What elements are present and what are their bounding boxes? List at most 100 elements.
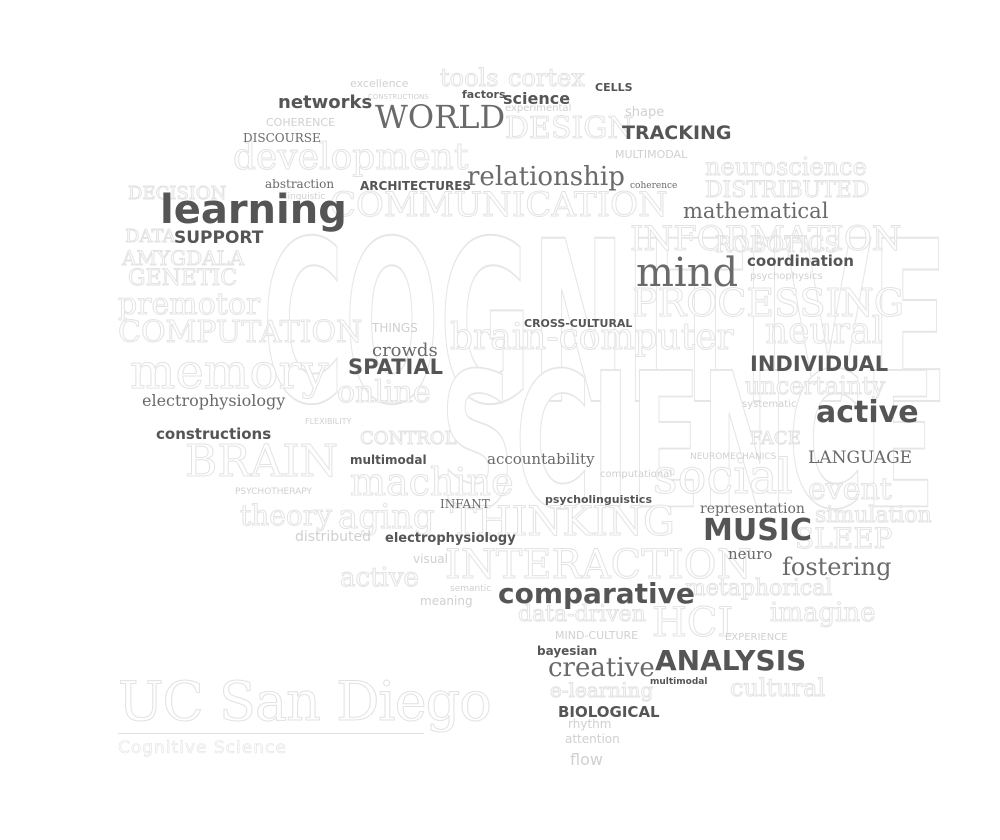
word-coherence: coherence xyxy=(630,181,678,191)
word-visual: visual xyxy=(413,552,448,566)
word-electrophysiology: electrophysiology xyxy=(142,391,286,410)
word-thinking: THINKING xyxy=(450,499,676,545)
word-design: DESIGN xyxy=(505,111,635,146)
word-robotics: ROBOTICS xyxy=(714,233,840,258)
word-multimodal: multimodal xyxy=(650,677,708,687)
word-fostering: fostering xyxy=(782,553,892,581)
word-representation: representation xyxy=(700,501,805,517)
word-genetic: GENETIC xyxy=(127,266,238,291)
word-brain-computer: brain-computer xyxy=(450,317,735,358)
word-abstraction: abstraction xyxy=(265,177,335,191)
word-flexibility: FLEXIBILITY xyxy=(305,417,352,426)
word-computational: computational xyxy=(600,469,673,480)
word-cognitive: COGNITIVE xyxy=(262,195,949,455)
word-processing: PROCESSING xyxy=(631,281,905,325)
word-interaction: INTERACTION xyxy=(445,542,753,588)
word-world: WORLD xyxy=(375,98,506,136)
word-mathematical: mathematical xyxy=(683,199,829,223)
word-simulation: simulation xyxy=(815,503,933,528)
word-machine: machine xyxy=(350,460,515,504)
word-active: active xyxy=(816,395,919,430)
word-aging: aging xyxy=(338,497,436,537)
logo-subtitle: Cognitive Science xyxy=(118,738,287,759)
word-neuro: neuro xyxy=(728,545,773,563)
word-control: CONTROL xyxy=(360,428,458,449)
word-infant: INFANT xyxy=(440,497,490,511)
word-sleep: SLEEP xyxy=(795,522,893,555)
word-tracking: TRACKING xyxy=(622,122,732,144)
word-experimental: experimental xyxy=(505,103,572,114)
word-factors: factors xyxy=(462,88,506,101)
word-metaphorical: metaphorical xyxy=(684,576,833,601)
word-information: INFORMATION xyxy=(630,219,902,259)
word-excellence: excellence xyxy=(350,77,409,90)
word-cells: CELLS xyxy=(595,81,633,94)
word-accountability: accountability xyxy=(487,450,595,468)
word-development: development xyxy=(232,137,469,178)
word-neuromechanics: NEUROMECHANICS xyxy=(690,452,777,462)
word-music: MUSIC xyxy=(703,513,812,548)
word-multimodal: MULTIMODAL xyxy=(615,148,688,161)
word-social: social xyxy=(653,449,794,505)
word-mind-culture: MIND-CULTURE xyxy=(555,629,639,642)
word-science: science xyxy=(503,89,571,108)
word-data: DATA xyxy=(124,226,176,247)
word-multimodal: multimodal xyxy=(350,453,427,467)
word-bayesian: bayesian xyxy=(537,644,598,658)
word-psychophysics: psychophysics xyxy=(750,271,823,282)
word-mind: mind xyxy=(636,250,739,296)
word-rhythm: rhythm xyxy=(568,717,612,731)
word-language: LANGUAGE xyxy=(808,448,913,468)
word-coordination: coordination xyxy=(747,252,854,270)
word-biological: BIOLOGICAL xyxy=(558,703,660,721)
word-relationship: relationship xyxy=(467,162,625,192)
word-cross-cultural: CROSS-CULTURAL xyxy=(524,317,633,330)
word-distributed: distributed xyxy=(295,529,371,545)
word-tools: tools xyxy=(440,64,500,92)
logo-title: UC San Diego xyxy=(118,670,493,733)
word-hci: HCI xyxy=(651,600,734,646)
word-uncertainty: uncertainty xyxy=(744,372,886,400)
word-creative: creative xyxy=(548,653,655,683)
word-shape: shape xyxy=(625,105,665,120)
word-learning: learning xyxy=(160,187,347,233)
word-computation: COMPUTATION xyxy=(117,315,363,350)
word-psycholinguistics: psycholinguistics xyxy=(545,493,652,506)
word-electrophysiology: electrophysiology xyxy=(385,531,516,546)
word-spatial: SPATIAL xyxy=(348,355,443,379)
word-flow: flow xyxy=(570,750,603,769)
word-neural: neural xyxy=(765,311,884,352)
word-support: SUPPORT xyxy=(174,228,264,248)
word-networks: networks xyxy=(278,92,373,113)
word-architectures: ARCHITECTURES xyxy=(360,179,472,193)
word-meaning: meaning xyxy=(420,594,473,608)
word-theory: theory xyxy=(240,499,333,532)
word-science: SCIENCE xyxy=(439,331,936,552)
word-communication: COMMUNICATION xyxy=(330,185,669,225)
word-active: active xyxy=(340,563,420,593)
word-premotor: premotor xyxy=(117,287,261,322)
word-imagine: imagine xyxy=(770,598,877,628)
word-coherence: COHERENCE xyxy=(266,116,336,129)
uc-san-diego-logo: UC San Diego Cognitive Science xyxy=(118,670,493,759)
logo-rule xyxy=(118,733,424,734)
word-event: event xyxy=(808,472,893,507)
word-amygdala: AMYGDALA xyxy=(121,246,245,270)
word-things: THINGS xyxy=(372,321,418,335)
word-decision: DECISION xyxy=(127,183,227,204)
word-experience: EXPERIENCE xyxy=(725,632,788,643)
word-crowds: crowds xyxy=(372,340,438,361)
word-analysis: ANALYSIS xyxy=(655,644,807,677)
word-cortex: cortex xyxy=(508,64,586,92)
word-e-learning: e-learning xyxy=(549,678,654,702)
word-semantic: semantic xyxy=(450,584,492,594)
word-attention: attention xyxy=(565,732,620,746)
word-face: FACE xyxy=(750,428,802,449)
word-individual: INDIVIDUAL xyxy=(750,352,889,376)
word-linguistic: linguistic xyxy=(285,192,326,202)
word-psychotherapy: PSYCHOTHERAPY xyxy=(235,487,313,497)
word-constructions: CONSTRUCTIONS xyxy=(368,93,429,101)
word-memory: memory xyxy=(129,344,329,400)
word-online: online xyxy=(337,375,432,410)
word-discourse: DISCOURSE xyxy=(243,131,321,145)
